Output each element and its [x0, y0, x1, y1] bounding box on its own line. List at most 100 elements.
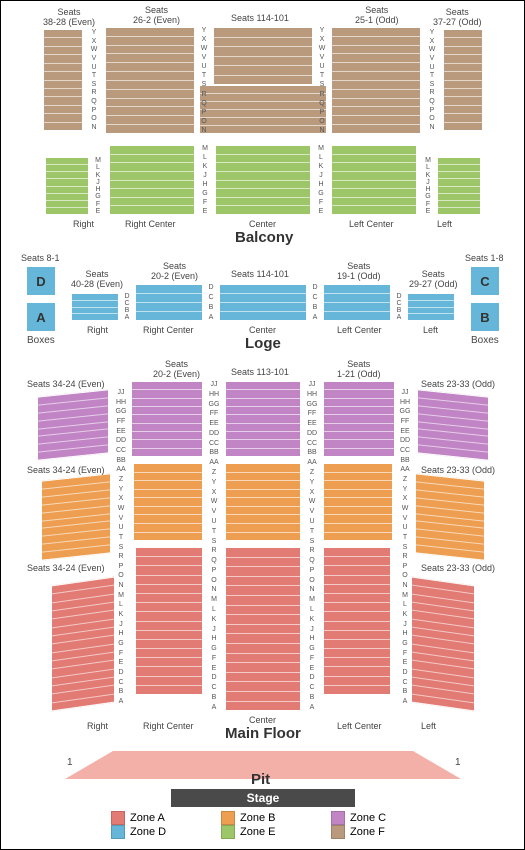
balc-f-right	[443, 29, 483, 131]
lbl-loge-left: Left	[423, 325, 438, 335]
lbl-box-seats-r: Seats 1-8	[465, 253, 504, 263]
legend-b: Zone B	[221, 811, 321, 825]
lbl-pit: Pit	[251, 771, 270, 788]
lbl-main-rc2: Right Center	[143, 721, 194, 731]
pit-1-right: 1	[455, 757, 461, 768]
balc-e-rows-l1: MLKJHGFE	[91, 157, 105, 215]
main-rows-r-side: JJHHGGFFEEDDCCBBAAZYXWVUTSRPONMLKJHGFEDC…	[397, 389, 413, 705]
main-c-right	[417, 389, 489, 461]
lbl-balc-tc: Seats 114-101	[231, 13, 289, 23]
box-b: B	[471, 303, 499, 331]
lbl-loge-r: Seats 29-27 (Odd)	[409, 269, 458, 289]
balc-f-rows-l2: YXWVUTSRQPON	[197, 27, 211, 134]
lbl-main-l3: Seats 34-24 (Even)	[27, 563, 105, 573]
box-a: A	[27, 303, 55, 331]
balc-f-center-top	[213, 27, 313, 85]
lbl-loge-lc: Seats 20-2 (Even)	[151, 261, 198, 281]
lbl-loge-lc2: Left Center	[337, 325, 382, 335]
main-c-rc	[323, 381, 395, 457]
balc-f-left	[43, 29, 83, 131]
lbl-balc-lc: Left Center	[349, 219, 394, 229]
main-a-lc	[135, 547, 203, 695]
legend-a: Zone A	[111, 811, 211, 825]
lbl-main-r2: Seats 23-33 (Odd)	[421, 465, 495, 475]
lbl-balc-center: Center	[249, 219, 276, 229]
balc-f-center-bot	[199, 85, 327, 134]
lbl-main-r1: Seats 23-33 (Odd)	[421, 379, 495, 389]
lbl-loge-c: Seats 114-101	[231, 269, 289, 279]
main-rows-l-ctr: JJHHGGFFEEDDCCBBAAZYXWVUTSRQPONMLKJHGFED…	[206, 381, 222, 711]
main-a-center	[225, 547, 301, 711]
lbl-loge: Loge	[245, 335, 281, 352]
loge-rows-r1: DCBA	[393, 293, 405, 321]
main-rows-r-ctr: JJHHGGFFEEDDCCBBAAZYXWVUTSRQPONMLKJHGFED…	[304, 381, 320, 711]
main-c-lc	[131, 381, 203, 457]
lbl-loge-center: Center	[249, 325, 276, 335]
loge-left	[71, 293, 119, 321]
lbl-main: Main Floor	[225, 725, 301, 742]
loge-rc	[323, 284, 391, 321]
seating-chart: YXWVUTSRQPON YXWVUTSRQPON YXWVUTSRQPON Y…	[0, 0, 525, 850]
lbl-main-lc: Seats 20-2 (Even)	[153, 359, 200, 379]
lbl-main-c: Seats 113-101	[231, 367, 289, 377]
loge-right	[407, 293, 455, 321]
main-b-left	[41, 473, 111, 560]
main-c-center	[225, 381, 301, 457]
balc-e-left	[45, 157, 89, 215]
lbl-balc-left: Left	[437, 219, 452, 229]
balc-e-center	[215, 145, 311, 215]
lbl-loge-rc: Seats 19-1 (Odd)	[337, 261, 381, 281]
lbl-balc-tlc: Seats 26-2 (Even)	[133, 5, 180, 25]
main-a-rc	[323, 547, 391, 695]
balc-e-rows-r2: MLKJHGFE	[314, 145, 328, 215]
box-d: D	[27, 267, 55, 295]
balc-f-lc	[105, 27, 195, 134]
loge-lc	[135, 284, 203, 321]
lbl-boxes-l: Boxes	[27, 335, 55, 346]
lbl-balc-trc: Seats 25-1 (Odd)	[355, 5, 399, 25]
legend: Zone A Zone B Zone C Zone D Zone E Zone …	[111, 811, 431, 839]
main-a-right	[411, 577, 475, 712]
lbl-main-lc2: Left Center	[337, 721, 382, 731]
lbl-balc-tl: Seats 38-28 (Even)	[43, 7, 95, 27]
lbl-main-l2: Seats 34-24 (Even)	[27, 465, 105, 475]
balc-f-rows-r2: YXWVUTSRQPON	[315, 27, 329, 134]
balc-e-rows-r1: MLKJHGFE	[421, 157, 435, 215]
balc-f-rows-l1: YXWVUTSRQPON	[86, 29, 102, 131]
legend-f: Zone F	[331, 825, 431, 839]
lbl-balc-rc: Right Center	[125, 219, 176, 229]
lbl-box-seats-l: Seats 8-1	[21, 253, 60, 263]
main-b-rc	[323, 463, 393, 541]
loge-rows-l1: DCBA	[121, 293, 133, 321]
legend-e: Zone E	[221, 825, 321, 839]
lbl-loge-rc2: Right Center	[143, 325, 194, 335]
lbl-main-rc: Seats 1-21 (Odd)	[337, 359, 381, 379]
lbl-main-r3: Seats 23-33 (Odd)	[421, 563, 495, 573]
lbl-balc-right: Right	[73, 219, 94, 229]
lbl-loge-l: Seats 40-28 (Even)	[71, 269, 123, 289]
balc-e-rc	[331, 145, 417, 215]
loge-rows-r2: DCBA	[309, 284, 321, 321]
lbl-main-center: Center	[249, 715, 276, 725]
lbl-boxes-r: Boxes	[471, 335, 499, 346]
main-rows-l-side: JJHHGGFFEEDDCCBBAAZYXWVUTSRPONMLKJHGFEDC…	[113, 389, 129, 705]
lbl-balcony: Balcony	[235, 229, 293, 246]
balc-e-lc	[109, 145, 195, 215]
main-b-center	[225, 463, 301, 541]
balc-f-rows-r1: YXWVUTSRQPON	[424, 29, 440, 131]
lbl-balc-tr: Seats 37-27 (Odd)	[433, 7, 482, 27]
main-b-lc	[133, 463, 203, 541]
box-c: C	[471, 267, 499, 295]
pit-1-left: 1	[67, 757, 73, 768]
stage-block: Stage	[171, 789, 355, 807]
main-c-left	[37, 389, 109, 461]
legend-d: Zone D	[111, 825, 211, 839]
loge-center	[219, 284, 307, 321]
lbl-main-left: Left	[421, 721, 436, 731]
balc-e-rows-l2: MLKJHGFE	[198, 145, 212, 215]
lbl-main-l1: Seats 34-24 (Even)	[27, 379, 105, 389]
balc-e-right	[437, 157, 481, 215]
main-a-left	[51, 577, 115, 712]
lbl-loge-right: Right	[87, 325, 108, 335]
balc-f-rc	[331, 27, 421, 134]
